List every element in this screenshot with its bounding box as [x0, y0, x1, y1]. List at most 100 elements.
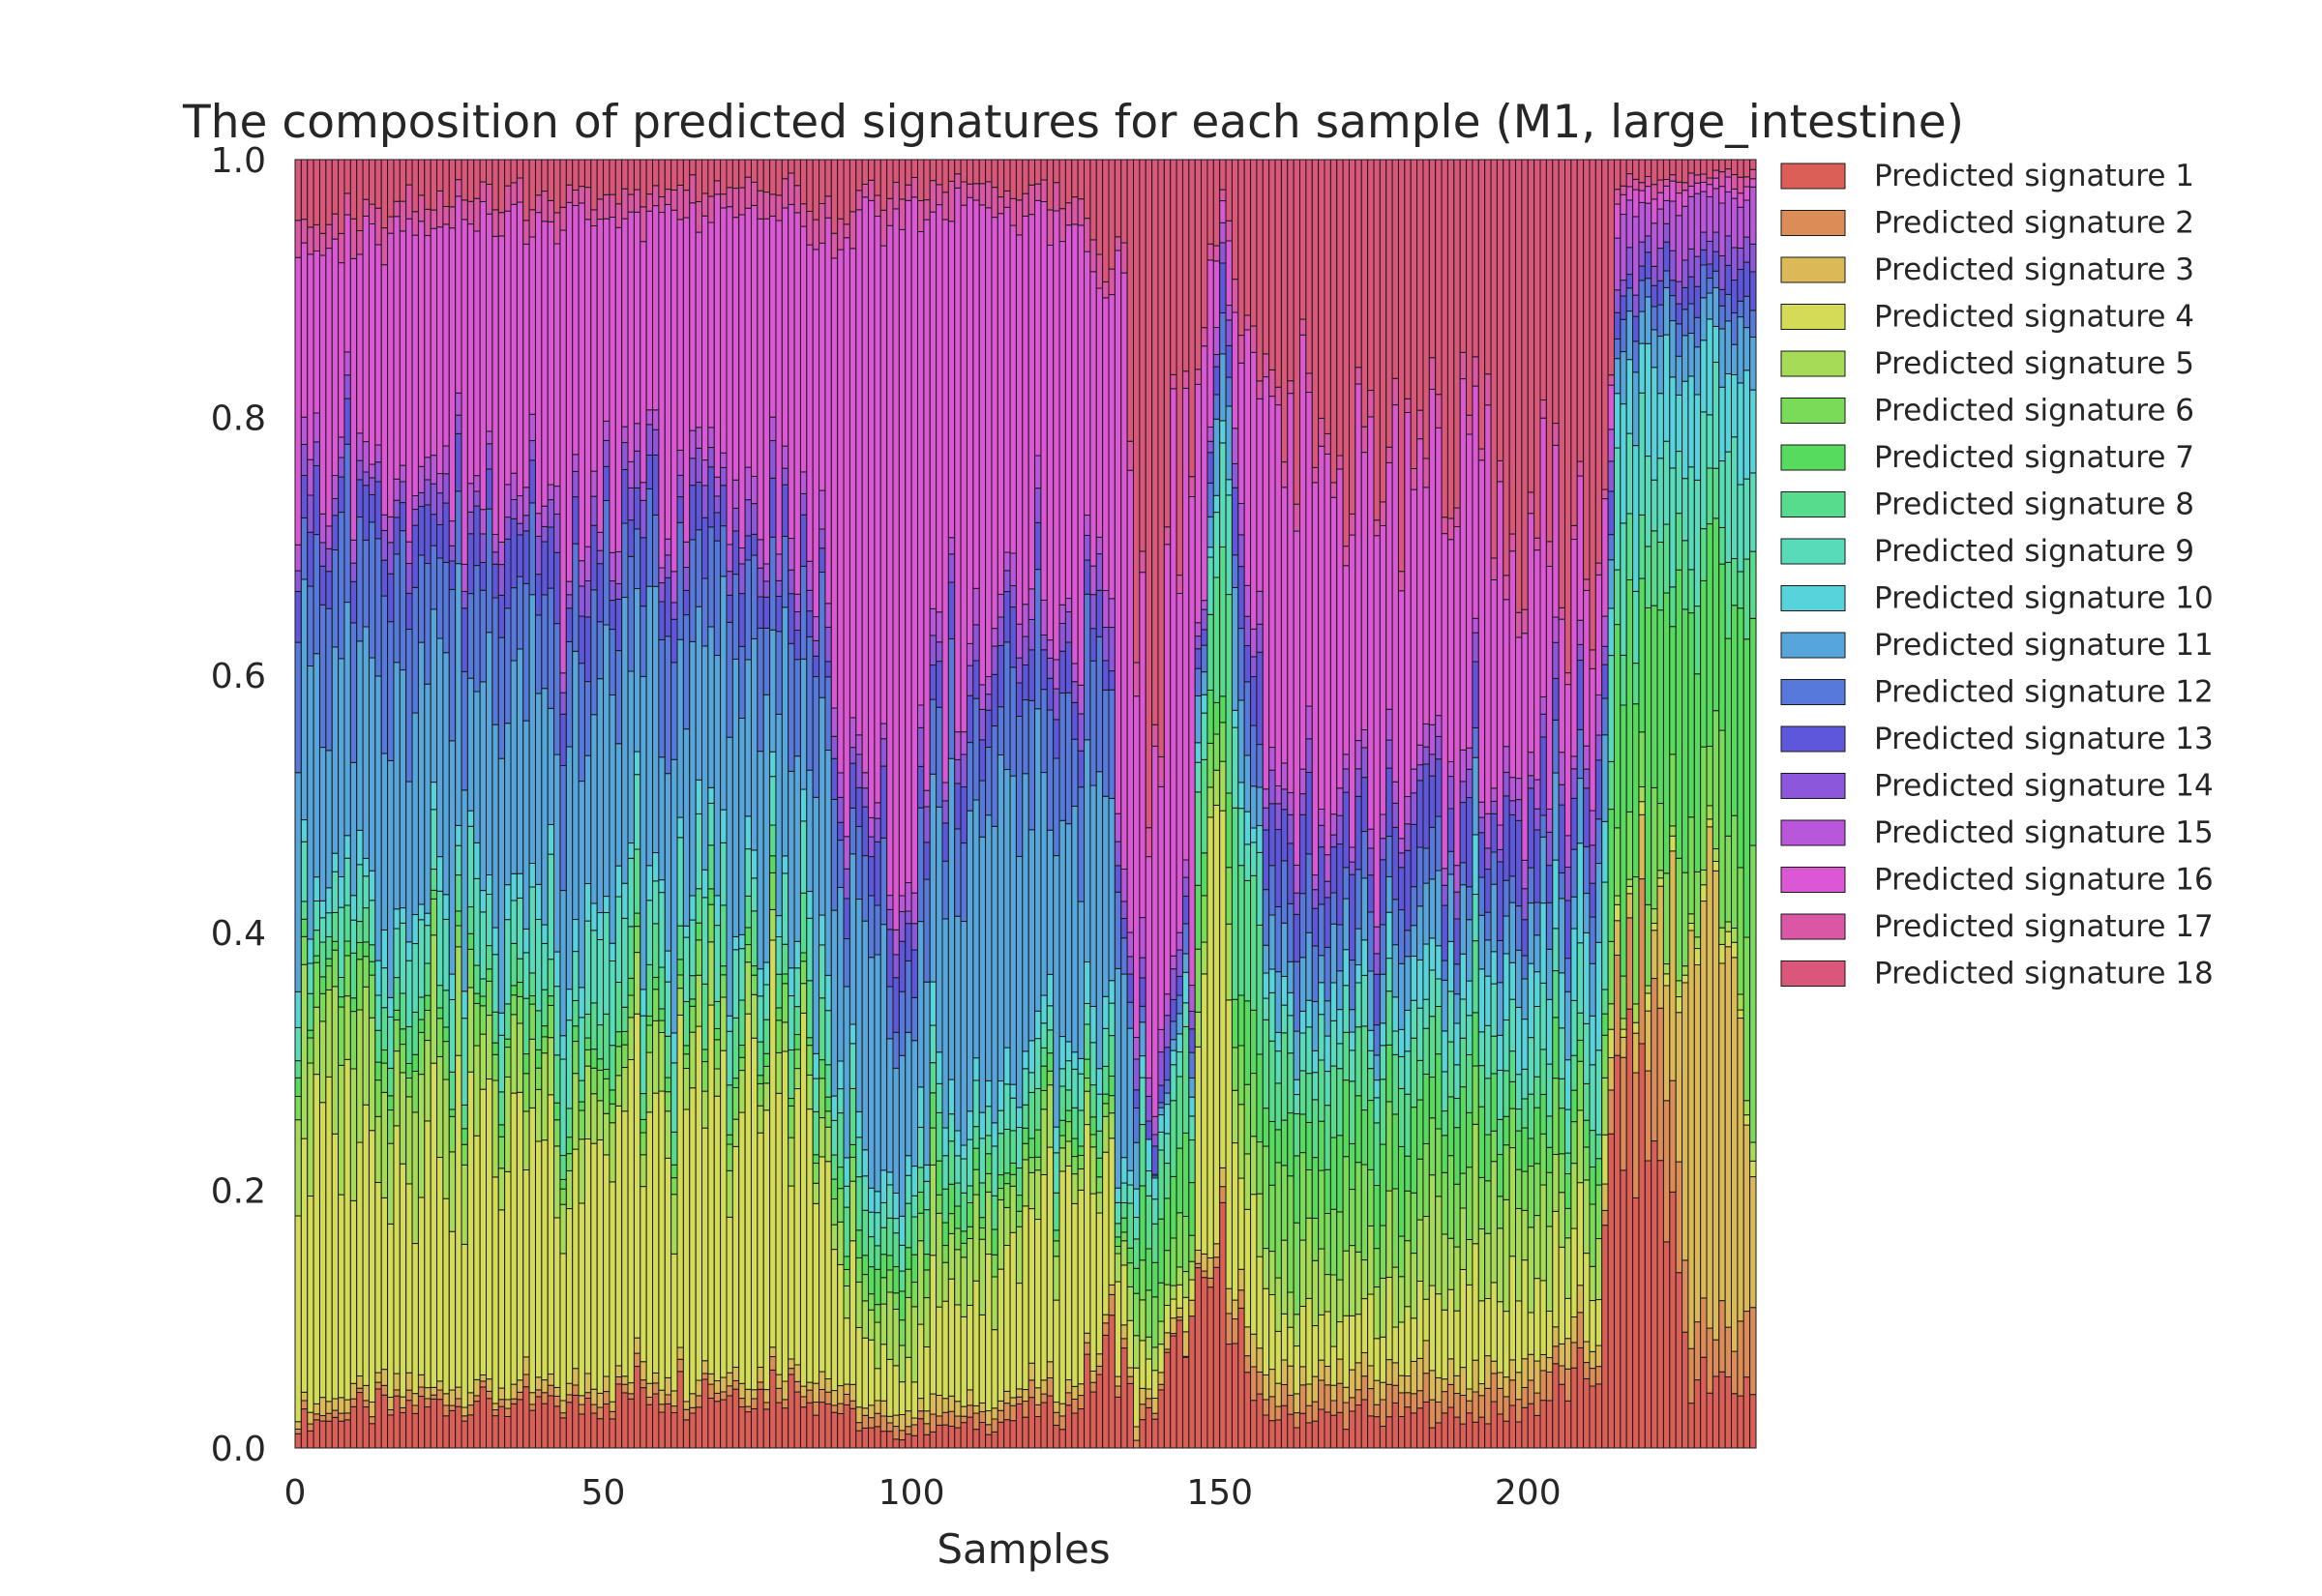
- bar-segment: [1397, 1087, 1406, 1147]
- bar-segment: [1262, 353, 1270, 378]
- bar-segment: [1632, 189, 1640, 218]
- bar-segment: [1404, 1406, 1412, 1449]
- bar-segment: [1114, 1187, 1122, 1203]
- bar-segment: [1379, 1022, 1387, 1047]
- bar-segment: [1194, 159, 1203, 370]
- bar-segment: [461, 607, 468, 672]
- bar-segment: [325, 571, 333, 609]
- bar-segment: [1219, 695, 1227, 724]
- bar-segment: [664, 981, 672, 1037]
- bar-segment: [848, 1143, 857, 1158]
- bar-segment: [1503, 1396, 1510, 1422]
- bar-segment: [819, 1389, 826, 1404]
- bar-segment: [689, 1031, 697, 1089]
- bar-segment: [1453, 1064, 1461, 1100]
- bar-segment: [331, 1133, 340, 1400]
- bar-segment: [670, 1411, 678, 1449]
- bar-segment: [1490, 787, 1498, 802]
- bar-segment: [1563, 1059, 1572, 1110]
- bar-segment: [1477, 1065, 1486, 1108]
- bar-segment: [1607, 374, 1615, 386]
- bar-segment: [645, 1404, 654, 1449]
- bar-segment: [1064, 1060, 1073, 1091]
- bar-segment: [1003, 551, 1011, 572]
- bar-segment: [633, 1352, 641, 1368]
- bar-segment: [879, 723, 888, 740]
- bar-segment: [1342, 546, 1350, 567]
- bar-segment: [640, 1154, 647, 1188]
- bar-segment: [1576, 159, 1585, 462]
- bar-segment: [1527, 1379, 1535, 1404]
- bar-segment: [461, 199, 468, 221]
- x-tick-label: 200: [1495, 1473, 1562, 1513]
- bar-segment: [1027, 1157, 1036, 1173]
- bar-segment: [1724, 637, 1733, 837]
- bar-segment: [1157, 1131, 1165, 1151]
- bar-segment: [1416, 744, 1424, 766]
- bar-segment: [1742, 1114, 1751, 1126]
- bar-segment: [1225, 999, 1233, 1289]
- bar-segment: [1212, 804, 1221, 1245]
- bar-segment: [1212, 494, 1221, 514]
- bar-segment: [1385, 446, 1393, 463]
- bar-segment: [819, 1117, 826, 1158]
- bar-segment: [1731, 311, 1739, 345]
- bar-segment: [627, 1382, 635, 1395]
- bar-segment: [393, 1019, 401, 1052]
- bar-segment: [1583, 1146, 1591, 1181]
- bar-segment: [1009, 1404, 1017, 1422]
- bar-segment: [1231, 1142, 1239, 1301]
- bar-segment: [1194, 1011, 1203, 1048]
- bar-segment: [393, 928, 401, 979]
- bar-segment: [621, 426, 629, 444]
- bar-segment: [1188, 496, 1196, 987]
- bar-segment: [1077, 198, 1086, 226]
- bar-segment: [997, 159, 1005, 198]
- bar-segment: [1613, 624, 1622, 829]
- bar-segment: [1515, 1421, 1523, 1449]
- bar-segment: [430, 1398, 438, 1449]
- bar-segment: [486, 443, 493, 470]
- bar-segment: [954, 1205, 962, 1229]
- bar-segment: [1348, 1049, 1356, 1082]
- bar-segment: [960, 1405, 968, 1417]
- bar-segment: [1391, 159, 1399, 379]
- bar-segment: [300, 443, 309, 477]
- bar-segment: [837, 772, 845, 798]
- bar-segment: [855, 1281, 863, 1328]
- bar-segment: [738, 948, 746, 1001]
- bar-segment: [1737, 159, 1744, 178]
- bar-segment: [1570, 1163, 1578, 1229]
- bar-segment: [861, 806, 870, 857]
- legend-label: Predicted signature 6: [1874, 394, 2194, 429]
- bar-segment: [1176, 1266, 1183, 1286]
- bar-segment: [1496, 1154, 1504, 1197]
- bar-segment: [720, 842, 728, 906]
- bar-segment: [855, 1422, 863, 1432]
- bar-segment: [670, 758, 678, 1034]
- bar-segment: [430, 782, 438, 811]
- bar-segment: [1367, 1365, 1375, 1390]
- bar-segment: [855, 159, 863, 192]
- bar-segment: [713, 925, 722, 1002]
- bar-segment: [1163, 1284, 1172, 1306]
- bar-segment: [1466, 1388, 1474, 1402]
- bar-segment: [318, 1415, 327, 1422]
- bar-segment: [325, 223, 333, 250]
- bar-segment: [436, 985, 444, 1009]
- bar-segment: [504, 517, 512, 540]
- bar-segment: [1342, 949, 1350, 987]
- bar-segment: [572, 454, 580, 472]
- bar-segment: [1262, 1399, 1270, 1416]
- bar-segment: [1336, 843, 1344, 926]
- bar-segment: [1682, 380, 1689, 480]
- bar-segment: [1034, 1038, 1042, 1089]
- bar-segment: [1102, 1151, 1110, 1315]
- bar-segment: [855, 826, 863, 901]
- bar-segment: [1706, 177, 1713, 186]
- bar-segment: [1404, 398, 1412, 414]
- bar-segment: [479, 995, 488, 1007]
- bar-segment: [837, 249, 845, 774]
- bar-segment: [1108, 294, 1116, 600]
- bar-segment: [1219, 262, 1227, 313]
